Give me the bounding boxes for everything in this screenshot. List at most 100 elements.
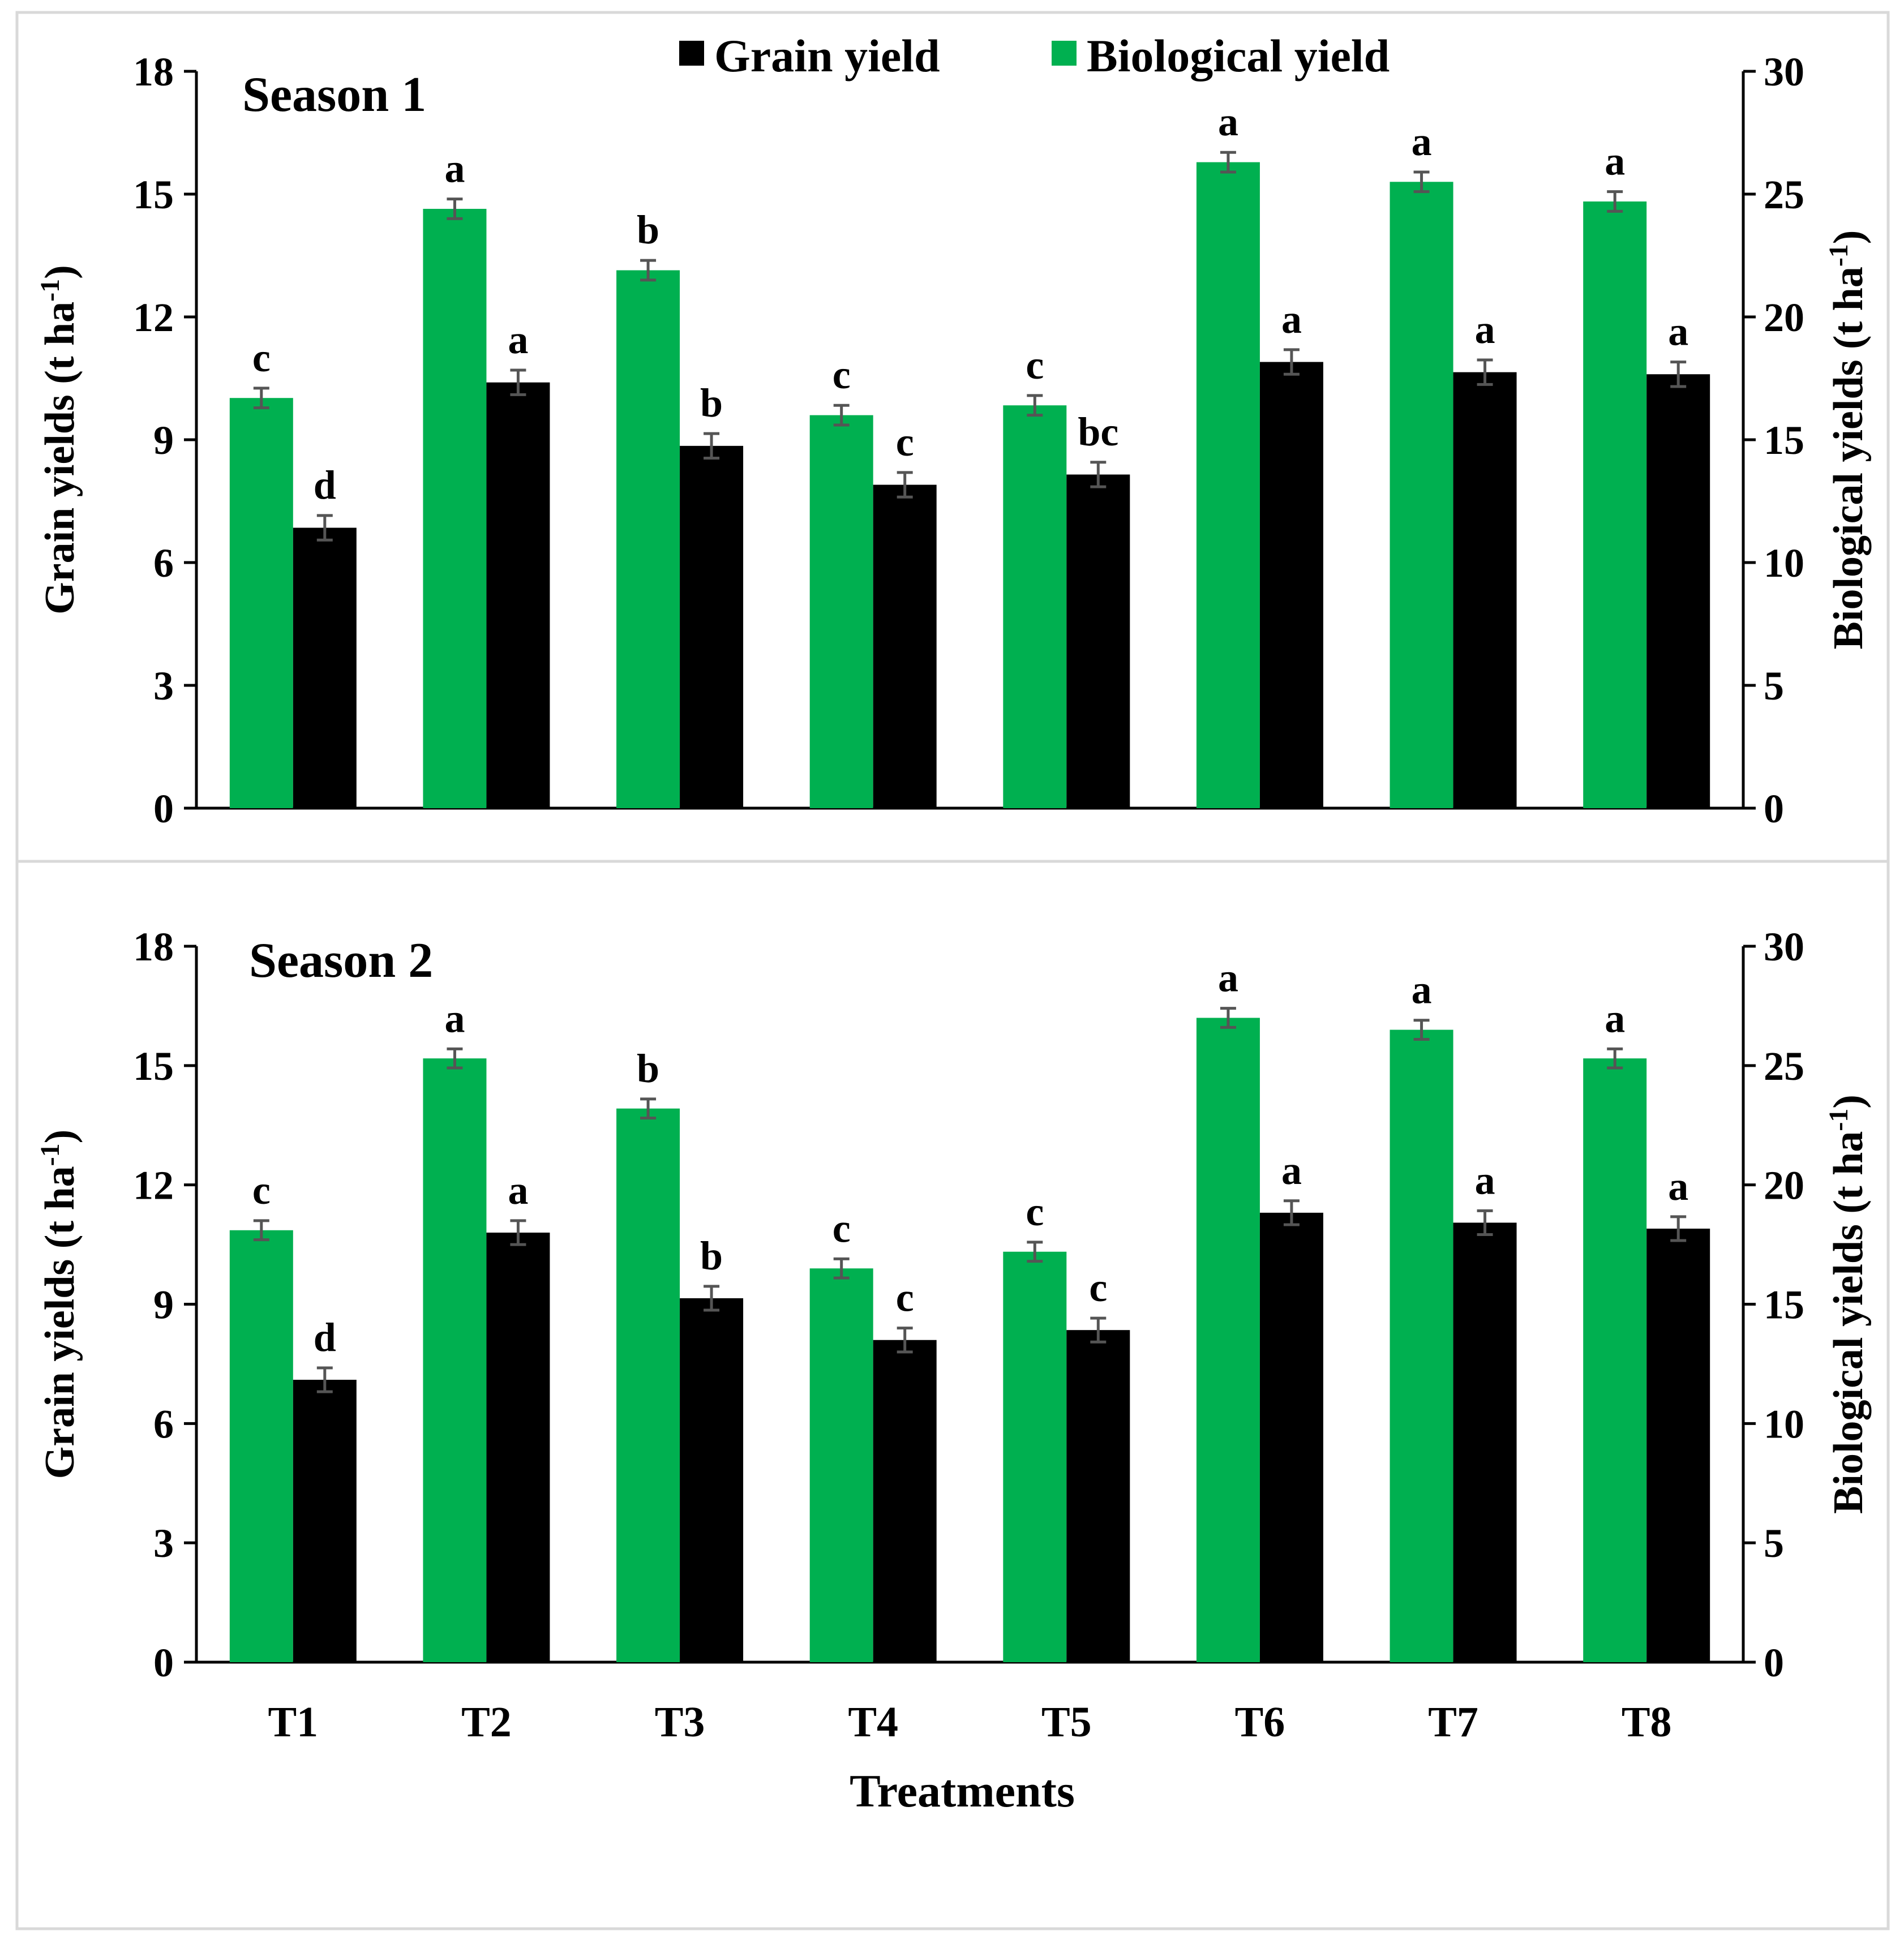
- grain-significance-label: a: [508, 1168, 528, 1213]
- grain-bar: [1259, 362, 1323, 808]
- grain-significance-label: a: [1475, 1157, 1495, 1203]
- category-label: T2: [461, 1698, 512, 1746]
- grain-significance-label: a: [1281, 297, 1302, 342]
- grain-significance-label: c: [896, 419, 914, 465]
- left-tick-label: 6: [153, 1401, 174, 1447]
- left-tick-label: 18: [133, 924, 174, 969]
- bio-significance-label: a: [1605, 139, 1625, 184]
- right-tick-label: 0: [1764, 1640, 1784, 1685]
- panel-title: Season 2: [249, 933, 433, 988]
- grain-significance-label: c: [1089, 1265, 1107, 1310]
- bio-significance-label: a: [444, 146, 465, 191]
- grain-significance-label: d: [314, 1315, 336, 1360]
- grain-significance-label: b: [700, 1233, 723, 1278]
- bio-significance-label: a: [444, 995, 465, 1041]
- bio-bar: [1390, 182, 1453, 808]
- grain-bar: [1646, 374, 1710, 808]
- grain-bar: [1646, 1228, 1710, 1662]
- category-label: T5: [1041, 1698, 1092, 1746]
- grain-bar: [486, 1233, 550, 1662]
- right-tick-label: 10: [1764, 1401, 1804, 1447]
- grain-bar: [293, 527, 357, 808]
- right-tick-label: 10: [1764, 540, 1804, 586]
- right-tick-label: 20: [1764, 1163, 1804, 1208]
- right-tick-label: 20: [1764, 295, 1804, 340]
- right-tick-label: 5: [1764, 663, 1784, 709]
- bio-bar: [616, 270, 680, 808]
- right-axis-title: Biological yields (t ha-1): [1824, 1095, 1872, 1514]
- grain-bar: [873, 484, 937, 808]
- bio-significance-label: c: [1026, 342, 1044, 388]
- panel-border-2: [15, 860, 1890, 1930]
- grain-bar: [680, 1298, 744, 1662]
- category-label: T3: [655, 1698, 705, 1746]
- left-tick-label: 0: [153, 1640, 174, 1685]
- right-tick-label: 25: [1764, 1044, 1804, 1089]
- grain-bar: [1259, 1212, 1323, 1662]
- grain-significance-label: d: [314, 462, 336, 508]
- legend-bio-swatch: [1052, 41, 1077, 66]
- left-tick-label: 12: [133, 295, 174, 340]
- left-axis-title: Grain yields (t ha-1): [35, 265, 83, 615]
- grain-significance-label: b: [700, 380, 723, 426]
- category-label: T8: [1622, 1698, 1672, 1746]
- category-label: T4: [848, 1698, 898, 1746]
- x-axis-title: Treatments: [850, 1765, 1075, 1817]
- left-tick-label: 0: [153, 786, 174, 831]
- bio-bar: [1390, 1029, 1453, 1662]
- bio-significance-label: a: [1412, 119, 1432, 164]
- right-tick-label: 25: [1764, 172, 1804, 217]
- bio-significance-label: b: [637, 1046, 659, 1091]
- grain-bar: [1453, 372, 1517, 808]
- category-label: T1: [268, 1698, 318, 1746]
- bio-bar: [1003, 1251, 1067, 1662]
- left-tick-label: 6: [153, 540, 174, 586]
- grain-bar: [293, 1380, 357, 1662]
- bio-significance-label: a: [1218, 99, 1238, 144]
- panel-title: Season 1: [242, 67, 426, 122]
- grain-bar: [1453, 1222, 1517, 1662]
- bio-bar: [1583, 1058, 1647, 1662]
- right-tick-label: 15: [1764, 418, 1804, 463]
- bio-significance-label: a: [1412, 967, 1432, 1012]
- bio-bar: [423, 1058, 487, 1662]
- left-axis-title: Grain yields (t ha-1): [35, 1130, 83, 1479]
- right-tick-label: 0: [1764, 786, 1784, 831]
- grain-significance-label: a: [1668, 309, 1688, 354]
- right-axis-title: Biological yields (t ha-1): [1824, 230, 1872, 650]
- bio-bar: [1196, 162, 1260, 809]
- bio-bar: [1196, 1018, 1260, 1662]
- bio-significance-label: c: [252, 1168, 271, 1213]
- bio-significance-label: c: [252, 335, 271, 380]
- bio-bar: [809, 1268, 873, 1662]
- right-tick-label: 30: [1764, 49, 1804, 95]
- bio-significance-label: c: [1026, 1189, 1044, 1234]
- bio-significance-label: c: [833, 352, 851, 397]
- bio-bar: [1583, 201, 1647, 808]
- grain-bar: [1066, 474, 1130, 808]
- left-tick-label: 12: [133, 1163, 174, 1208]
- right-tick-label: 5: [1764, 1521, 1784, 1566]
- legend-bio-label: Biological yield: [1087, 30, 1390, 81]
- grain-significance-label: c: [896, 1275, 914, 1320]
- category-label: T6: [1235, 1698, 1285, 1746]
- bio-bar: [616, 1108, 680, 1662]
- bio-bar: [229, 398, 293, 808]
- grain-bar: [486, 382, 550, 808]
- left-tick-label: 9: [153, 1282, 174, 1328]
- season-1-chart: Season 1 0 3 6 9 12 15 18 0 5 10 15 20 25 30 Grain yiel…: [35, 49, 1872, 831]
- grain-bar: [1066, 1330, 1130, 1662]
- left-tick-label: 3: [153, 663, 174, 709]
- bio-significance-label: b: [637, 207, 659, 252]
- left-tick-label: 9: [153, 418, 174, 463]
- bio-bar: [229, 1230, 293, 1662]
- grain-significance-label: a: [1668, 1164, 1688, 1209]
- left-tick-label: 15: [133, 172, 174, 217]
- grain-significance-label: a: [508, 317, 528, 362]
- legend-grain-label: Grain yield: [714, 30, 940, 81]
- left-tick-label: 3: [153, 1521, 174, 1566]
- x-category-labels: T1 T2 T3 T4 T5 T6 T7 T8: [268, 1698, 1671, 1746]
- bio-bar: [1003, 405, 1067, 808]
